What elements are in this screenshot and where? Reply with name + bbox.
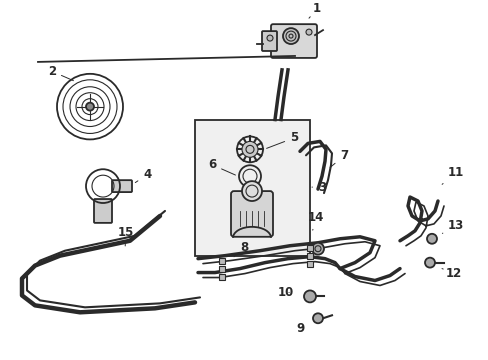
Bar — [219, 258, 224, 264]
Circle shape — [424, 258, 434, 267]
Text: 11: 11 — [441, 166, 463, 184]
Text: 6: 6 — [207, 158, 235, 175]
Circle shape — [283, 28, 298, 44]
Circle shape — [312, 313, 323, 323]
Text: 4: 4 — [135, 168, 151, 183]
Bar — [306, 245, 312, 251]
Bar — [306, 261, 312, 267]
Text: 15: 15 — [118, 226, 134, 246]
Text: 7: 7 — [329, 149, 347, 167]
Bar — [219, 274, 224, 279]
Circle shape — [426, 234, 436, 244]
Text: 8: 8 — [234, 241, 248, 257]
Text: 3: 3 — [311, 181, 325, 194]
Circle shape — [311, 243, 324, 255]
FancyBboxPatch shape — [112, 180, 132, 192]
Text: 14: 14 — [307, 211, 324, 230]
Circle shape — [305, 29, 311, 35]
Circle shape — [266, 35, 272, 41]
FancyBboxPatch shape — [94, 199, 112, 223]
Text: 5: 5 — [266, 131, 298, 148]
Text: 10: 10 — [278, 286, 294, 299]
Text: 2: 2 — [48, 65, 73, 81]
Text: 1: 1 — [308, 2, 321, 18]
FancyBboxPatch shape — [230, 191, 272, 237]
Circle shape — [86, 103, 94, 111]
Circle shape — [242, 181, 262, 201]
Bar — [219, 266, 224, 271]
Bar — [195, 120, 309, 256]
FancyBboxPatch shape — [270, 24, 316, 58]
Circle shape — [304, 291, 315, 302]
Text: 9: 9 — [295, 322, 304, 335]
Text: 13: 13 — [442, 219, 463, 233]
Bar — [306, 253, 312, 258]
FancyBboxPatch shape — [262, 31, 276, 51]
Circle shape — [242, 141, 258, 157]
Text: 12: 12 — [441, 266, 461, 279]
